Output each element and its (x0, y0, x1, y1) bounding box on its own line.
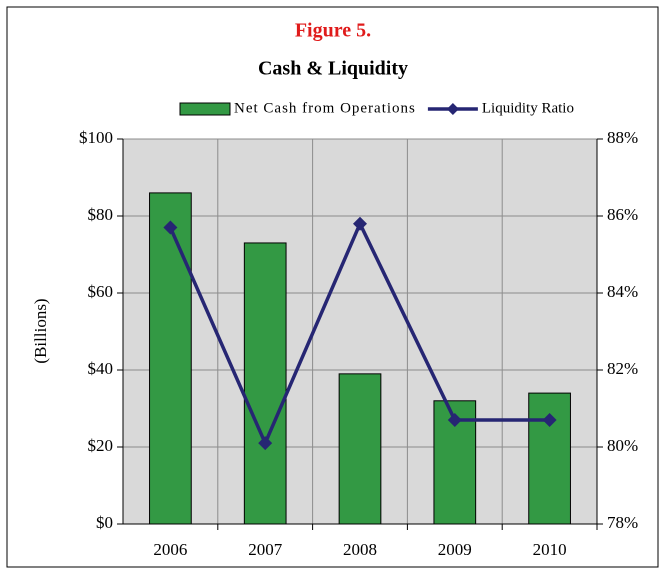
legend-label: Liquidity Ratio (482, 100, 574, 116)
x-tick-label: 2010 (533, 540, 567, 559)
legend-swatch (179, 102, 231, 116)
line-marker (447, 413, 462, 428)
legend-marker (446, 103, 459, 115)
y-tick-label: $0 (96, 513, 113, 532)
y-tick-label: $100 (79, 128, 113, 147)
y2-tick-label: 80% (607, 436, 638, 455)
y2-tick-label: 88% (607, 128, 638, 147)
line-marker (542, 413, 557, 428)
y-axis-label: (Billions) (31, 298, 50, 363)
line-marker (353, 216, 367, 231)
y-tick-label: $60 (88, 282, 114, 301)
y2-tick-label: 78% (607, 513, 638, 532)
y-tick-label: $80 (88, 205, 114, 224)
x-tick-label: 2008 (343, 540, 377, 559)
y-tick-label: $20 (88, 436, 114, 455)
x-tick-label: 2007 (248, 540, 283, 559)
line-marker (258, 436, 273, 451)
chart-subtitle: Cash & Liquidity (258, 58, 408, 80)
y2-tick-label: 86% (607, 205, 638, 224)
bar (338, 373, 382, 525)
x-tick-label: 2006 (153, 540, 187, 559)
y2-tick-label: 82% (607, 359, 638, 378)
chart-title: Figure 5. (295, 20, 371, 42)
line-marker (163, 220, 178, 235)
y2-tick-label: 84% (607, 282, 638, 301)
bar (528, 392, 571, 525)
legend-label: Net Cash from Operations (234, 100, 416, 116)
x-tick-label: 2009 (438, 540, 472, 559)
bar (149, 192, 192, 525)
bar (243, 242, 287, 525)
y-tick-label: $40 (88, 359, 114, 378)
